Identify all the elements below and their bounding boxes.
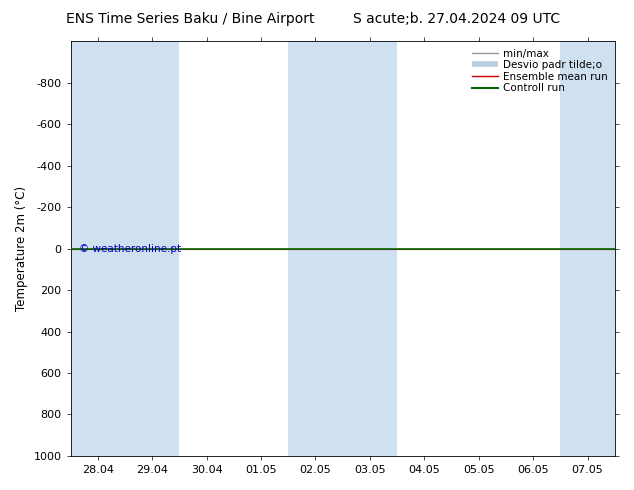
Y-axis label: Temperature 2m (°C): Temperature 2m (°C): [15, 186, 28, 311]
Bar: [70, 41, 125, 456]
Text: © weatheronline.pt: © weatheronline.pt: [79, 244, 181, 254]
Bar: [343, 41, 397, 456]
Text: ENS Time Series Baku / Bine Airport: ENS Time Series Baku / Bine Airport: [66, 12, 314, 26]
Legend: min/max, Desvio padr tilde;o, Ensemble mean run, Controll run: min/max, Desvio padr tilde;o, Ensemble m…: [469, 47, 610, 95]
Bar: [560, 41, 615, 456]
Bar: [125, 41, 179, 456]
Bar: [288, 41, 343, 456]
Text: S acute;b. 27.04.2024 09 UTC: S acute;b. 27.04.2024 09 UTC: [353, 12, 560, 26]
